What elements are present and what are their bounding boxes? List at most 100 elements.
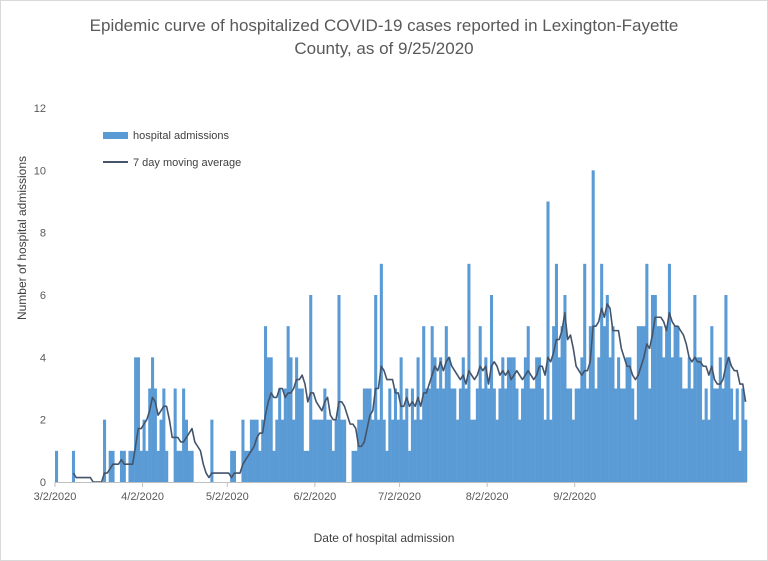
bar xyxy=(159,419,163,482)
bar xyxy=(71,450,76,482)
bar xyxy=(108,450,112,482)
bar xyxy=(673,326,677,482)
bar xyxy=(557,357,561,482)
bar xyxy=(498,388,502,482)
bar xyxy=(176,450,180,482)
bar xyxy=(698,357,703,482)
bar xyxy=(566,388,570,482)
bar xyxy=(687,357,691,482)
legend-label-hospital-admissions: hospital admissions xyxy=(133,130,229,142)
bar xyxy=(388,388,392,482)
bar xyxy=(184,419,188,482)
bar xyxy=(470,419,474,482)
bar xyxy=(447,357,451,482)
bar xyxy=(165,450,169,482)
bar xyxy=(430,326,434,482)
bar xyxy=(653,295,657,482)
bar xyxy=(187,450,191,482)
bar xyxy=(662,357,666,482)
bar xyxy=(665,326,669,482)
bar xyxy=(594,388,598,482)
bar xyxy=(379,263,383,482)
moving-average-series xyxy=(72,303,747,483)
bar xyxy=(252,419,256,482)
bar xyxy=(608,357,612,482)
chart-title-line-2: County, as of 9/25/2020 xyxy=(294,39,474,58)
bar xyxy=(286,326,290,482)
bar xyxy=(357,419,361,482)
bar xyxy=(521,388,525,482)
chart-title-line-1: Epidemic curve of hospitalized COVID-19 … xyxy=(89,16,679,35)
bar xyxy=(506,357,510,482)
chart-title: Epidemic curve of hospitalized COVID-19 … xyxy=(0,14,768,60)
bar xyxy=(134,357,138,482)
bar xyxy=(642,326,646,482)
bar xyxy=(261,419,265,482)
bar xyxy=(650,295,655,482)
bar xyxy=(351,450,355,482)
bar xyxy=(436,388,440,482)
bar xyxy=(611,326,615,482)
bar xyxy=(588,326,592,482)
x-tick-label: 9/2/2020 xyxy=(553,491,596,503)
bar xyxy=(724,295,728,482)
bar xyxy=(552,326,556,482)
bar xyxy=(625,357,629,482)
bar xyxy=(128,450,132,482)
bar xyxy=(323,388,327,482)
bar xyxy=(393,388,398,482)
bar xyxy=(422,326,426,482)
bar xyxy=(354,450,358,482)
bar xyxy=(396,419,400,482)
x-tick-label: 3/2/2020 xyxy=(34,491,77,503)
bar xyxy=(631,388,635,482)
bar xyxy=(707,419,711,482)
bar xyxy=(151,357,155,482)
bar xyxy=(385,450,389,482)
bar xyxy=(241,419,245,482)
bar xyxy=(456,419,460,482)
bar xyxy=(532,388,536,482)
bar xyxy=(704,388,708,482)
moving-average-line xyxy=(72,303,747,483)
bar xyxy=(450,388,454,482)
bar xyxy=(295,357,299,482)
bar xyxy=(382,419,386,482)
bar xyxy=(458,388,462,482)
bar xyxy=(574,388,578,482)
bar xyxy=(441,388,446,482)
bar xyxy=(636,326,640,482)
bar xyxy=(312,419,316,482)
bar xyxy=(162,388,166,482)
bar xyxy=(289,357,293,482)
bar xyxy=(153,388,157,482)
bar xyxy=(577,388,581,482)
bar xyxy=(487,388,491,482)
legend: hospital admissions 7 day moving average xyxy=(103,130,241,169)
bar xyxy=(478,326,482,482)
bar xyxy=(391,419,395,482)
bar xyxy=(425,388,429,482)
bar xyxy=(696,357,700,482)
bar xyxy=(540,388,544,482)
bar xyxy=(334,419,338,482)
bar xyxy=(410,388,414,482)
bar xyxy=(605,295,609,482)
bar xyxy=(461,357,465,482)
bar xyxy=(306,450,310,482)
bar xyxy=(617,357,621,482)
bar xyxy=(136,357,140,482)
bar xyxy=(119,450,124,482)
bar xyxy=(648,388,652,482)
legend-swatch-hospital-admissions xyxy=(103,132,128,139)
bar xyxy=(309,295,313,482)
bar xyxy=(131,450,135,482)
bar xyxy=(659,326,663,482)
bar xyxy=(433,357,437,482)
y-tick-label: 12 xyxy=(34,103,46,115)
bar xyxy=(735,388,739,482)
bar xyxy=(148,388,152,482)
bar xyxy=(173,388,177,482)
bar xyxy=(190,450,194,482)
bar xyxy=(111,450,115,482)
